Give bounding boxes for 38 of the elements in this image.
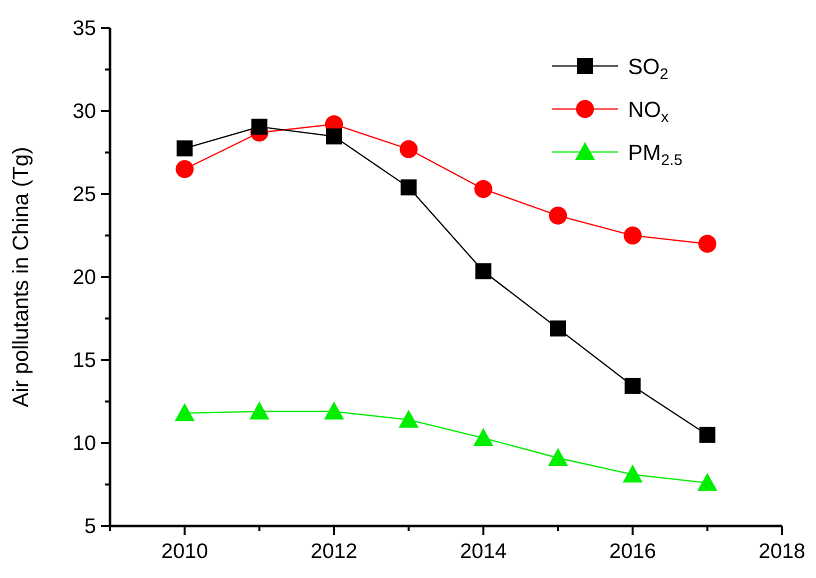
point — [622, 464, 643, 483]
point — [400, 140, 418, 158]
y-tick-label: 30 — [72, 100, 96, 123]
point — [398, 410, 419, 428]
point — [624, 378, 641, 394]
point — [697, 472, 718, 491]
point — [550, 320, 566, 336]
point — [473, 428, 494, 446]
point — [699, 426, 716, 443]
legend-label: SO$_{2}$ — [628, 54, 668, 82]
legend-label: NO$_{x}$ — [628, 97, 669, 126]
x-tick-label: 2012 — [310, 540, 358, 563]
y-tick-label: 5 — [84, 515, 96, 538]
y-tick-label: 25 — [72, 183, 96, 206]
point — [249, 401, 270, 420]
point — [174, 403, 195, 422]
point — [400, 179, 417, 196]
point — [324, 401, 344, 420]
y-axis-title: Air pollutants in China (Tg) — [8, 146, 33, 408]
point — [251, 118, 268, 135]
point — [624, 226, 642, 244]
point — [698, 234, 716, 253]
point — [549, 206, 567, 225]
point — [176, 160, 194, 178]
legend-label: PM$_{2.5}$ — [628, 140, 682, 168]
point — [474, 180, 492, 198]
x-tick-label: 2018 — [758, 540, 806, 563]
y-tick-label: 15 — [72, 349, 96, 372]
point — [548, 448, 568, 466]
y-tick-label: 35 — [72, 17, 96, 40]
x-tick-label: 2010 — [161, 540, 208, 563]
point — [176, 140, 193, 156]
y-tick-label: 20 — [72, 266, 96, 289]
x-tick-label: 2016 — [609, 540, 656, 563]
point — [475, 263, 492, 280]
point — [326, 128, 342, 144]
x-tick-label: 2014 — [460, 540, 508, 563]
y-tick-label: 10 — [72, 432, 96, 455]
